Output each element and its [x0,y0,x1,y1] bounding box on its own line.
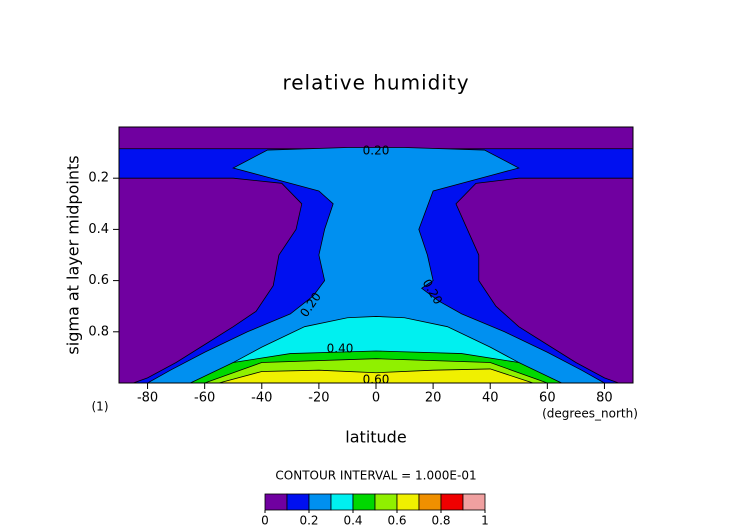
colorbar-swatch [374,493,398,511]
chart-title: relative humidity [282,71,469,95]
colorbar-tick-label: 1 [481,514,489,528]
colorbar-swatch [418,493,442,511]
colorbar-swatch [462,493,486,511]
y-axis-units: (1) [92,400,109,414]
x-tick-label: -40 [251,391,272,406]
y-tick-label: 0.2 [88,171,109,186]
colorbar-tick-label: 0 [261,514,269,528]
y-tick-label: 0.4 [88,222,109,237]
contour-band [218,368,534,383]
contour-label: 0.40 [327,342,354,356]
plot-area: 0.200.20 0.200.400.60 [119,127,633,387]
x-tick-label: 80 [596,391,613,406]
y-tick-label: 0.8 [88,324,109,339]
x-axis-label: latitude [345,428,406,447]
colorbar-swatch [286,493,310,511]
x-tick-label: -80 [137,391,158,406]
contour-label: 0.20 [363,144,390,158]
y-axis-label: sigma at layer midpoints [64,155,83,354]
colorbar-tick-label: 0.6 [387,514,406,528]
x-tick-label: -20 [308,391,329,406]
x-tick-label: 0 [372,391,380,406]
x-tick-label: 40 [482,391,499,406]
y-tick-label: 0.6 [88,273,109,288]
contour-label: 0.60 [363,373,390,387]
colorbar-swatch [396,493,420,511]
colorbar-swatch [440,493,464,511]
colorbar-swatch [308,493,332,511]
x-tick-label: 60 [539,391,556,406]
contour-band [146,147,606,383]
colorbar-tick-label: 0.4 [343,514,362,528]
colorbar-swatch [352,493,376,511]
x-tick-label: -60 [194,391,215,406]
colorbar-swatch [264,493,288,511]
contour-interval: CONTOUR INTERVAL = 1.000E-01 [275,469,476,483]
colorbar-swatch [330,493,354,511]
x-axis-units: (degrees_north) [542,407,638,421]
x-tick-label: 20 [425,391,442,406]
colorbar-tick-label: 0.8 [431,514,450,528]
colorbar-tick-label: 0.2 [299,514,318,528]
